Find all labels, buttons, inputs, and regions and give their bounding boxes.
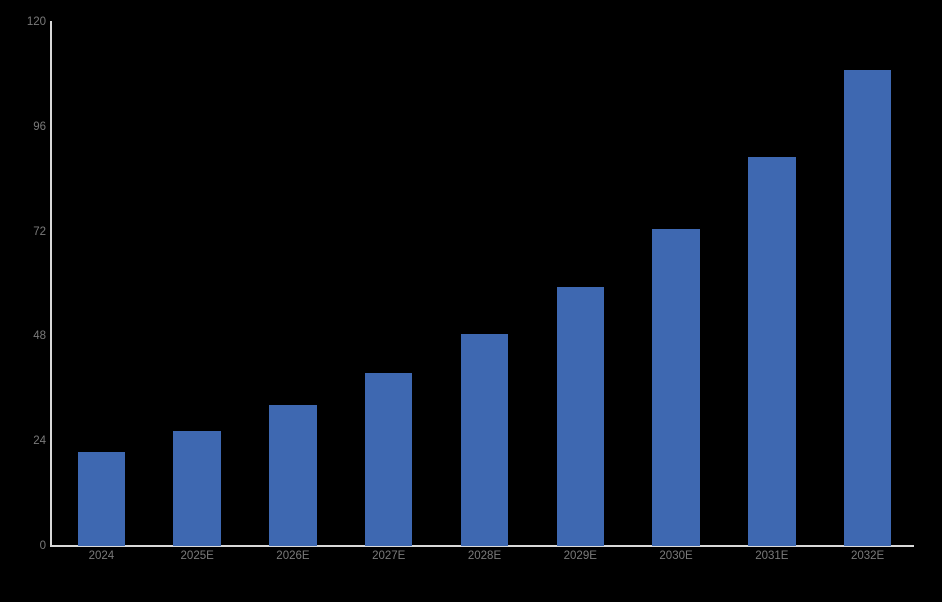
- bar-2028E: [460, 334, 509, 546]
- y-tick-label: 72: [33, 225, 46, 238]
- y-tick-label: 24: [33, 435, 46, 448]
- bar-2024: [77, 452, 126, 546]
- y-tick-label: 96: [33, 120, 46, 133]
- x-tick-label: 2029E: [563, 550, 597, 562]
- x-tick-label: 2032E: [850, 550, 885, 562]
- x-tick-label: 2028E: [467, 550, 502, 562]
- x-tick-label: 2030E: [659, 550, 693, 562]
- x-tick-label: 2027E: [372, 550, 406, 562]
- y-tick-label: 120: [26, 16, 46, 28]
- y-axis-line: [50, 21, 52, 546]
- bar-2025E: [173, 430, 221, 546]
- bar-2030E: [652, 228, 700, 546]
- bar-2027E: [364, 373, 413, 546]
- bar-2032E: [843, 70, 892, 546]
- x-tick-label: 2026E: [276, 550, 310, 562]
- y-tick-label: 0: [39, 540, 46, 552]
- x-tick-label: 2031E: [755, 550, 789, 562]
- x-tick-label: 2025E: [180, 550, 214, 562]
- bar-2029E: [556, 286, 605, 546]
- bar-2031E: [748, 157, 796, 546]
- y-tick-label: 48: [33, 330, 46, 343]
- bar-2026E: [269, 404, 317, 546]
- x-tick-label: 2024: [88, 550, 115, 562]
